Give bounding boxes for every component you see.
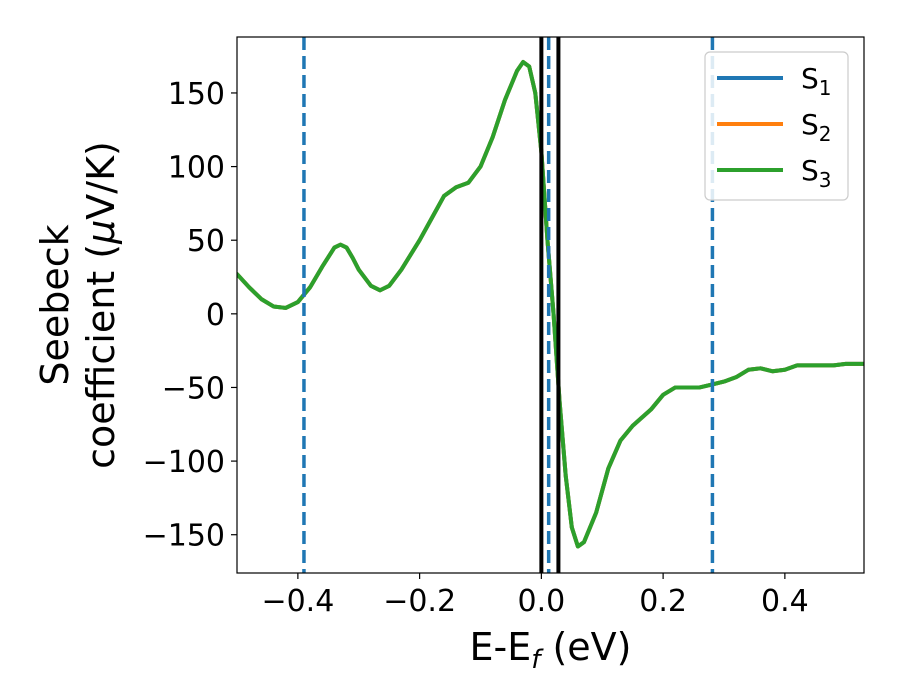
y-axis-label-mu: μ <box>79 220 123 245</box>
y-axis: 150 100 50 0 −50 −100 −150 <box>143 77 237 554</box>
y-tick-label: 50 <box>187 224 225 259</box>
plot-frame <box>236 36 865 574</box>
y-tick-label: −50 <box>162 371 225 406</box>
x-tick-label: −0.4 <box>261 584 334 619</box>
legend-label-s1: S1 <box>801 62 832 100</box>
y-tick-label: 100 <box>168 151 225 186</box>
y-tick-label: −150 <box>143 519 225 554</box>
legend-label-s2: S2 <box>801 108 832 146</box>
x-axis-label: E-Ef (eV) <box>470 625 632 675</box>
y-tick-label: 0 <box>206 298 225 333</box>
x-tick-label: −0.2 <box>383 584 456 619</box>
x-axis-label-unit: (eV) <box>540 625 631 669</box>
y-axis-label: Seebeck coefficient (μV/K) <box>33 141 123 469</box>
y-tick-label: −100 <box>143 445 225 480</box>
y-axis-label-text: coefficient ( <box>79 244 123 469</box>
x-axis: −0.4 −0.2 0.0 0.2 0.4 <box>261 573 809 619</box>
legend: S1 S2 S3 <box>704 51 849 201</box>
legend-label-s3: S3 <box>801 154 832 192</box>
x-tick-label: 0.0 <box>518 584 566 619</box>
plot-area <box>237 37 864 573</box>
y-tick-label: 150 <box>168 77 225 112</box>
y-axis-label-unit: V/K) <box>79 141 123 220</box>
x-tick-label: 0.2 <box>639 584 687 619</box>
y-axis-label-line1: Seebeck <box>33 224 77 385</box>
x-tick-label: 0.4 <box>761 584 809 619</box>
y-axis-label-line2: coefficient (μV/K) <box>79 141 123 469</box>
x-axis-label-main: E-E <box>470 625 532 669</box>
